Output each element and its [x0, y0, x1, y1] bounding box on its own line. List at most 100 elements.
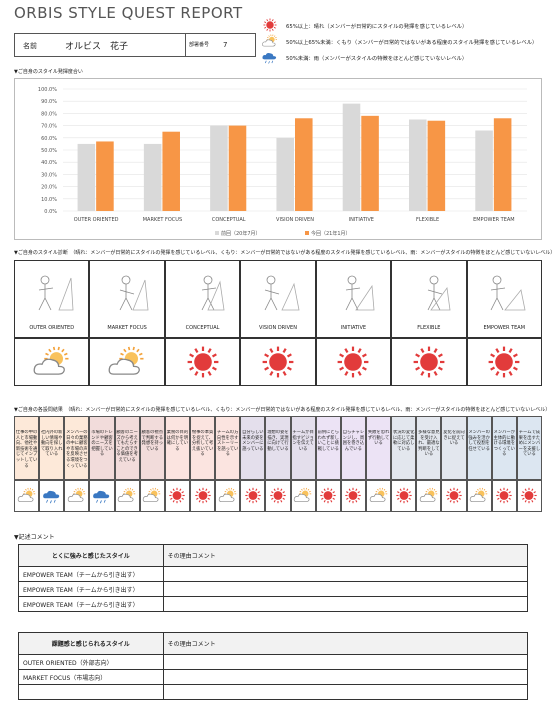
question-weather-cell: [340, 480, 366, 512]
question-text: 物事の本質を捉えて、分析して考え抜いている: [191, 430, 214, 458]
comment-cell: [162, 581, 529, 597]
dept-cell: [185, 34, 256, 56]
icon-part: [533, 491, 537, 494]
question-cell: [139, 416, 165, 480]
style-name: CONCEPTUAL: [185, 325, 220, 331]
icon-part: [211, 353, 217, 358]
x-tick-label: OUTER ORIENTED: [74, 217, 119, 223]
weather-icon: [262, 34, 277, 47]
sketch-line: [201, 284, 216, 311]
question-cell: [190, 416, 216, 480]
icon-part: [355, 488, 358, 492]
y-tick-label: 100.0%: [38, 87, 57, 93]
icon-part: [506, 488, 509, 492]
icon-part: [225, 488, 228, 491]
legend-row: 65%以上：晴れ（メンバーが日常的にスタイルの発揮を感じているレベル）: [260, 18, 552, 32]
question-text: 仕事の中の人と市場動向、他社や新技術を通じてインプットしている: [15, 430, 38, 469]
icon-part: [282, 370, 287, 376]
icon-part: [271, 19, 274, 22]
icon-part: [273, 491, 283, 500]
icon-part: [63, 352, 68, 356]
header-row: とくに強みと感じたスタイル その理由コメント: [18, 544, 529, 567]
icon-part: [269, 353, 287, 371]
style-weather-cell: [164, 338, 241, 386]
icon-part: [181, 497, 185, 500]
question-text: 社内外の新しい情報や動向を探して取り入れている: [40, 430, 63, 458]
row: OUTER ORIENTED（外部志向）: [18, 654, 529, 670]
icon-part: [369, 493, 386, 502]
icon-part: [245, 497, 249, 500]
question-text: チームで成果を出すためにメンバーを支援している: [518, 430, 541, 458]
weather-icon: [338, 346, 369, 378]
question-cell: [516, 416, 542, 480]
row: MARKET FOCUS（市場志向）: [18, 669, 529, 685]
icon-part: [248, 491, 258, 500]
icon-part: [204, 499, 207, 503]
style-name: OUTER ORIENTED: [29, 325, 75, 331]
icon-part: [344, 353, 363, 371]
icon-part: [82, 490, 85, 493]
icon-part: [273, 499, 276, 503]
weather-icon: [245, 487, 261, 504]
title: ORBIS STYLE QUEST REPORT: [14, 4, 243, 22]
question-text: メンバーが主体的に動ける環境をつくっている: [493, 430, 516, 458]
icon-part: [405, 499, 409, 503]
name: オルビス 花子: [65, 42, 129, 52]
sketch-line: [206, 280, 225, 311]
icon-part: [376, 488, 379, 491]
icon-part: [248, 488, 251, 492]
icon-part: [323, 491, 333, 500]
icon-part: [47, 348, 52, 353]
question-weather-cell: [466, 480, 492, 512]
icon-part: [271, 497, 274, 500]
question-text: 変化を前向きに捉えている: [443, 430, 465, 447]
icon-part: [193, 348, 199, 354]
icon-part: [495, 370, 500, 376]
icon-part: [266, 21, 274, 29]
icon-part: [248, 499, 251, 503]
icon-part: [271, 491, 274, 494]
y-tick-label: 40.0%: [41, 160, 57, 166]
icon-part: [269, 370, 274, 376]
icon-part: [437, 366, 443, 371]
icon-part: [408, 491, 411, 494]
icon-part: [267, 37, 269, 39]
challenges-table: 課題感と感じられるスタイル その理由コメント OUTER ORIENTED（外部志向…: [18, 632, 529, 700]
icon-part: [449, 488, 452, 492]
icon-part: [173, 491, 182, 500]
icon-part: [344, 348, 349, 354]
question-text: メンバーの強みを活かして役割を任せている: [468, 430, 490, 452]
icon-part: [449, 491, 459, 500]
sketch-line: [119, 284, 135, 311]
x-tick-label: CONCEPTUAL: [212, 217, 246, 223]
icon-part: [96, 499, 98, 503]
dept-label: 部署番号: [189, 42, 210, 48]
icon-part: [307, 488, 310, 491]
icon-part: [150, 488, 153, 491]
icon-part: [23, 490, 25, 493]
icon-part: [173, 499, 176, 503]
icon-part: [271, 60, 274, 64]
icon-part: [273, 35, 276, 37]
icon-part: [211, 366, 217, 371]
icon-part: [67, 493, 84, 502]
icon-part: [286, 353, 292, 358]
style-weather-cell: [14, 338, 90, 386]
icon-part: [419, 493, 436, 502]
weather-icon: [396, 487, 412, 504]
weather-icon: [469, 487, 488, 502]
icon-part: [266, 28, 269, 31]
illustration: [264, 275, 300, 311]
icon-part: [323, 488, 327, 492]
y-tick-label: 30.0%: [41, 172, 57, 178]
header-cell: その理由コメント: [162, 632, 529, 655]
icon-part: [128, 346, 131, 351]
question-weather-cell: [164, 480, 190, 512]
sketch-line: [429, 275, 439, 285]
y-tick-label: 70.0%: [41, 124, 57, 130]
chart: 0.0% 10.0% 20.0% 30.0% 40.0% 50.0% 60.0% 70.0% 8…: [14, 78, 542, 240]
icon-part: [414, 353, 420, 358]
question-text: チームの方向性を示すストーリーを語っている: [216, 430, 239, 458]
weather-icon: [521, 487, 538, 504]
bar: [210, 125, 228, 211]
